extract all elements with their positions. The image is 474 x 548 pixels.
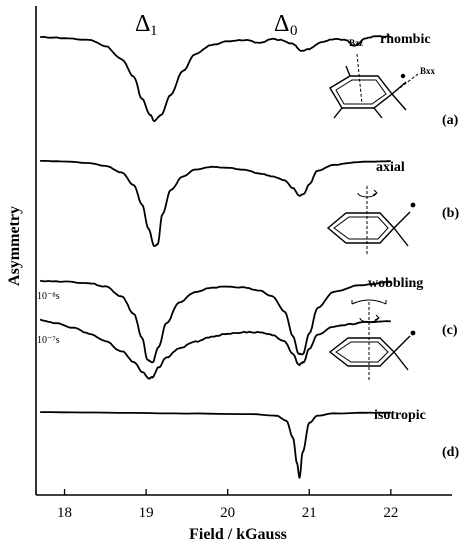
label-time-fast: 10⁻⁸s: [37, 291, 60, 302]
x-tick-label: 22: [383, 505, 398, 521]
y-axis-title: Asymmetry: [6, 206, 23, 286]
delta0-subscript: 0: [290, 23, 298, 39]
label-rhombic: rhombic: [380, 32, 431, 47]
atom-dot-icon: [410, 202, 416, 208]
atom-dot-icon: [400, 73, 406, 79]
x-tick-label: 19: [139, 505, 154, 521]
trace-wobbling-10-s: [39, 318, 391, 380]
atom-dot-icon: [410, 330, 416, 336]
label-bxx: Bxx: [420, 66, 436, 76]
label-wobbling: wobbling: [368, 276, 423, 291]
x-tick-label: 18: [57, 505, 72, 521]
trace-isotropic: [40, 411, 391, 479]
x-tick-label: 20: [220, 505, 235, 521]
trace-rhombic: [40, 35, 392, 123]
panel-letter-b: (b): [442, 206, 459, 221]
molecule-wobbling-icon: [328, 299, 416, 380]
trace-group: [39, 35, 392, 479]
panel-letter-d: (d): [442, 445, 459, 460]
label-time-slow: 10⁻⁷s: [37, 335, 60, 346]
x-axis-title: Field / kGauss: [189, 526, 287, 543]
molecule-axial-icon: [326, 186, 416, 256]
delta1-subscript: 1: [150, 23, 158, 39]
panel-letter-a: (a): [442, 113, 459, 128]
panel-letter-c: (c): [442, 323, 458, 338]
label-isotropic: isotropic: [374, 408, 426, 423]
trace-axial: [40, 160, 391, 247]
delta0-annotation: Δ 0: [274, 11, 298, 39]
molecule-rhombic-icon: Bzz Bxx: [329, 38, 436, 119]
plot-frame: [35, 6, 452, 496]
trace-wobbling-10-s: [39, 279, 391, 364]
x-tick-label: 21: [302, 505, 317, 521]
delta1-annotation: Δ 1: [135, 11, 158, 39]
label-bzz: Bzz: [349, 38, 363, 48]
delta1-symbol: Δ: [135, 11, 150, 37]
label-axial: axial: [376, 160, 405, 175]
x-tick-group: 18 19 20 21 22: [57, 489, 398, 521]
delta0-symbol: Δ: [274, 11, 289, 37]
